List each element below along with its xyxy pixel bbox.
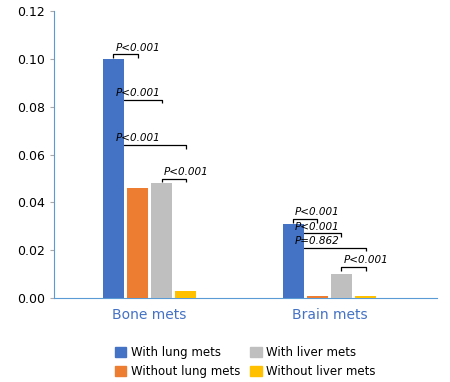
Text: P<0.001: P<0.001 [343, 255, 388, 265]
Bar [307, 296, 328, 298]
Bar [176, 291, 197, 298]
Text: P<0.001: P<0.001 [164, 167, 208, 176]
Text: P<0.001: P<0.001 [115, 42, 160, 53]
Legend: With lung mets, Without lung mets, With liver mets, Without liver mets: With lung mets, Without lung mets, With … [110, 341, 381, 382]
Text: P<0.001: P<0.001 [295, 222, 340, 231]
Bar [127, 188, 148, 298]
Text: P<0.001: P<0.001 [295, 207, 340, 217]
Bar [331, 274, 352, 298]
Bar [283, 224, 304, 298]
Bar [151, 183, 172, 298]
Text: P<0.001: P<0.001 [115, 88, 160, 98]
Text: P=0.862: P=0.862 [295, 236, 340, 246]
Bar [103, 59, 124, 298]
Bar [355, 296, 376, 298]
Text: P<0.001: P<0.001 [115, 133, 160, 143]
